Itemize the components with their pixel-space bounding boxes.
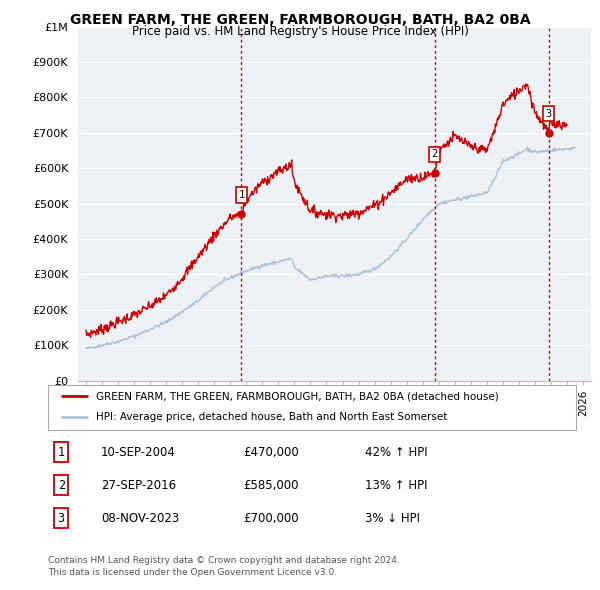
Text: 3: 3: [545, 109, 551, 119]
Text: 3: 3: [58, 512, 65, 525]
Text: 2: 2: [431, 149, 437, 159]
Text: 3% ↓ HPI: 3% ↓ HPI: [365, 512, 420, 525]
Text: 08-NOV-2023: 08-NOV-2023: [101, 512, 179, 525]
Text: This data is licensed under the Open Government Licence v3.0.: This data is licensed under the Open Gov…: [48, 568, 337, 576]
Text: 27-SEP-2016: 27-SEP-2016: [101, 478, 176, 492]
Text: £470,000: £470,000: [244, 445, 299, 459]
Text: £585,000: £585,000: [244, 478, 299, 492]
Text: 10-SEP-2004: 10-SEP-2004: [101, 445, 176, 459]
Text: HPI: Average price, detached house, Bath and North East Somerset: HPI: Average price, detached house, Bath…: [95, 412, 447, 422]
Text: Contains HM Land Registry data © Crown copyright and database right 2024.: Contains HM Land Registry data © Crown c…: [48, 556, 400, 565]
Text: 13% ↑ HPI: 13% ↑ HPI: [365, 478, 427, 492]
Text: 2: 2: [58, 478, 65, 492]
Text: 1: 1: [58, 445, 65, 459]
Text: Price paid vs. HM Land Registry's House Price Index (HPI): Price paid vs. HM Land Registry's House …: [131, 25, 469, 38]
Text: 42% ↑ HPI: 42% ↑ HPI: [365, 445, 427, 459]
Text: GREEN FARM, THE GREEN, FARMBOROUGH, BATH, BA2 0BA (detached house): GREEN FARM, THE GREEN, FARMBOROUGH, BATH…: [95, 391, 498, 401]
Text: 1: 1: [238, 190, 244, 200]
Text: £700,000: £700,000: [244, 512, 299, 525]
Text: GREEN FARM, THE GREEN, FARMBOROUGH, BATH, BA2 0BA: GREEN FARM, THE GREEN, FARMBOROUGH, BATH…: [70, 13, 530, 27]
